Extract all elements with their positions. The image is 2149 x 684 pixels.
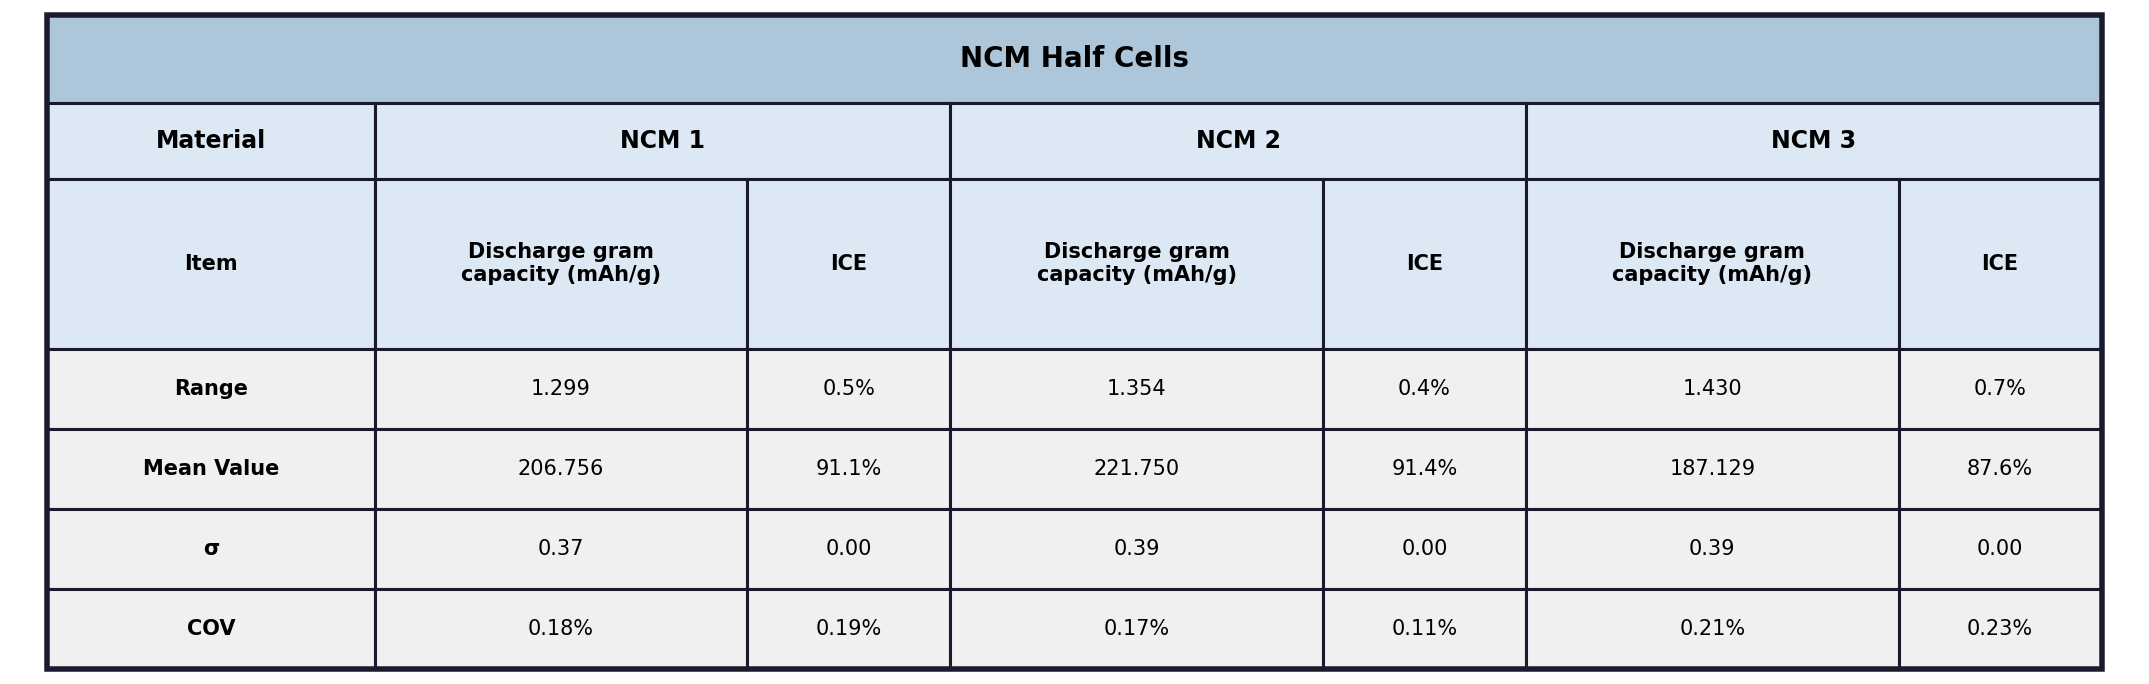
Text: NCM 3: NCM 3 bbox=[1771, 129, 1857, 153]
Bar bbox=[47, 179, 374, 349]
Text: 1.430: 1.430 bbox=[1683, 378, 1743, 399]
Bar bbox=[1898, 349, 2102, 429]
Bar bbox=[950, 349, 1324, 429]
Bar bbox=[1898, 589, 2102, 669]
Text: 87.6%: 87.6% bbox=[1966, 459, 2033, 479]
Text: 0.5%: 0.5% bbox=[823, 378, 875, 399]
Text: 0.00: 0.00 bbox=[1401, 539, 1448, 559]
Text: 0.39: 0.39 bbox=[1113, 539, 1160, 559]
Bar bbox=[748, 429, 950, 509]
Bar bbox=[748, 349, 950, 429]
Text: 0.19%: 0.19% bbox=[817, 619, 881, 639]
Text: 0.4%: 0.4% bbox=[1399, 378, 1451, 399]
Text: Mean Value: Mean Value bbox=[142, 459, 279, 479]
Text: 0.17%: 0.17% bbox=[1105, 619, 1169, 639]
Bar bbox=[374, 103, 950, 179]
Text: COV: COV bbox=[187, 619, 234, 639]
Bar bbox=[1898, 509, 2102, 589]
Text: 0.00: 0.00 bbox=[1977, 539, 2024, 559]
Bar bbox=[47, 429, 374, 509]
Bar bbox=[1324, 589, 1526, 669]
Bar bbox=[47, 589, 374, 669]
Bar bbox=[1526, 509, 1898, 589]
Bar bbox=[1526, 349, 1898, 429]
Bar bbox=[950, 179, 1324, 349]
Text: 0.21%: 0.21% bbox=[1678, 619, 1745, 639]
Text: 0.18%: 0.18% bbox=[529, 619, 593, 639]
Bar bbox=[748, 509, 950, 589]
Bar bbox=[1324, 179, 1526, 349]
Text: NCM 1: NCM 1 bbox=[619, 129, 705, 153]
Text: Discharge gram
capacity (mAh/g): Discharge gram capacity (mAh/g) bbox=[1036, 242, 1236, 285]
Bar bbox=[1324, 349, 1526, 429]
Text: 187.129: 187.129 bbox=[1670, 459, 1756, 479]
Text: Item: Item bbox=[185, 254, 239, 274]
Text: ICE: ICE bbox=[830, 254, 868, 274]
Bar bbox=[1324, 429, 1526, 509]
Text: 0.37: 0.37 bbox=[537, 539, 585, 559]
Bar bbox=[374, 589, 748, 669]
Bar bbox=[950, 509, 1324, 589]
Bar bbox=[748, 589, 950, 669]
Text: Discharge gram
capacity (mAh/g): Discharge gram capacity (mAh/g) bbox=[460, 242, 662, 285]
Bar bbox=[950, 589, 1324, 669]
Bar bbox=[47, 103, 374, 179]
Bar bbox=[1526, 103, 2102, 179]
Bar bbox=[374, 179, 748, 349]
Bar bbox=[748, 179, 950, 349]
Text: 0.23%: 0.23% bbox=[1966, 619, 2033, 639]
Text: 0.11%: 0.11% bbox=[1390, 619, 1457, 639]
Text: 221.750: 221.750 bbox=[1094, 459, 1180, 479]
Bar bbox=[374, 509, 748, 589]
Text: Discharge gram
capacity (mAh/g): Discharge gram capacity (mAh/g) bbox=[1612, 242, 1812, 285]
Bar bbox=[1898, 179, 2102, 349]
Bar bbox=[1526, 179, 1898, 349]
Bar bbox=[47, 509, 374, 589]
Text: 91.1%: 91.1% bbox=[817, 459, 881, 479]
Text: 0.7%: 0.7% bbox=[1973, 378, 2027, 399]
Text: 1.299: 1.299 bbox=[531, 378, 591, 399]
Text: 0.00: 0.00 bbox=[825, 539, 872, 559]
Bar bbox=[950, 429, 1324, 509]
Bar bbox=[1526, 589, 1898, 669]
Bar bbox=[1324, 509, 1526, 589]
Text: NCM Half Cells: NCM Half Cells bbox=[961, 45, 1188, 73]
Text: 1.354: 1.354 bbox=[1107, 378, 1167, 399]
Bar bbox=[1898, 429, 2102, 509]
Bar bbox=[1526, 429, 1898, 509]
Text: 0.39: 0.39 bbox=[1689, 539, 1736, 559]
Text: σ: σ bbox=[202, 539, 219, 559]
Bar bbox=[374, 429, 748, 509]
Text: 91.4%: 91.4% bbox=[1390, 459, 1457, 479]
Bar bbox=[950, 103, 1526, 179]
Text: NCM 2: NCM 2 bbox=[1195, 129, 1281, 153]
Bar bbox=[47, 15, 2102, 103]
Text: ICE: ICE bbox=[1405, 254, 1442, 274]
Text: Material: Material bbox=[157, 129, 266, 153]
Text: Range: Range bbox=[174, 378, 247, 399]
Text: ICE: ICE bbox=[1981, 254, 2018, 274]
Bar bbox=[47, 349, 374, 429]
Text: 206.756: 206.756 bbox=[518, 459, 604, 479]
Bar bbox=[374, 349, 748, 429]
